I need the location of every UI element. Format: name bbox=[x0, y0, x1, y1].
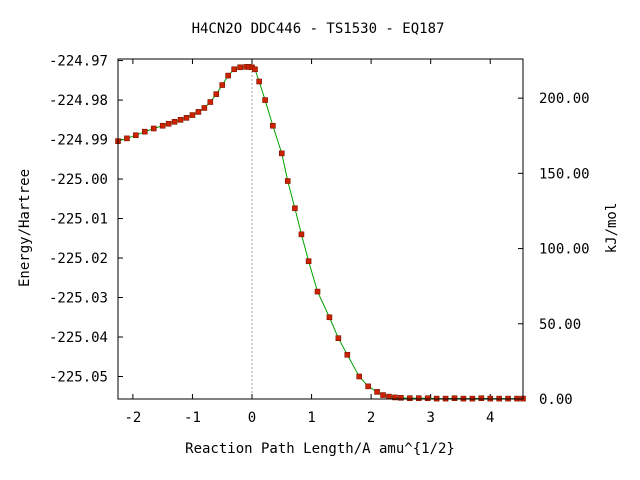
data-point bbox=[335, 335, 342, 341]
x-tick-label: 4 bbox=[486, 410, 494, 426]
y2-axis-label: kJ/mol bbox=[604, 203, 620, 254]
chart-title: H4CN2O DDC446 - TS1530 - EQ187 bbox=[192, 21, 445, 37]
data-point bbox=[270, 122, 276, 129]
x-tick-label: -2 bbox=[124, 410, 141, 426]
y2-tick-label: 0.00 bbox=[539, 392, 573, 408]
data-point bbox=[326, 314, 333, 321]
series-line bbox=[117, 66, 523, 400]
data-point bbox=[213, 91, 220, 97]
data-point bbox=[231, 66, 237, 73]
data-point bbox=[256, 78, 262, 85]
data-point bbox=[365, 383, 371, 390]
data-point bbox=[407, 395, 413, 402]
x-axis-label: Reaction Path Length/A amu^{1/2} bbox=[185, 441, 455, 457]
y-tick-label: -225.03 bbox=[49, 291, 108, 307]
data-point bbox=[225, 72, 231, 79]
y-tick-label: -225.01 bbox=[49, 212, 108, 228]
y-tick-label: -224.98 bbox=[49, 93, 108, 109]
data-point bbox=[177, 117, 184, 123]
data-point bbox=[292, 205, 298, 212]
data-point bbox=[150, 125, 157, 132]
data-point bbox=[159, 122, 166, 129]
y-tick-label: -225.04 bbox=[49, 330, 108, 346]
data-point bbox=[237, 64, 243, 71]
plot-frame bbox=[117, 58, 524, 400]
x-tick-label: 1 bbox=[307, 410, 315, 426]
axis-ticks bbox=[118, 59, 523, 400]
data-point bbox=[415, 395, 422, 402]
data-point bbox=[344, 351, 351, 358]
data-point bbox=[478, 395, 485, 402]
data-point bbox=[284, 178, 291, 184]
data-point bbox=[451, 395, 458, 402]
y-tick-label: -224.99 bbox=[49, 133, 108, 149]
y-tick-label: -224.97 bbox=[49, 54, 108, 70]
data-point bbox=[374, 389, 380, 395]
y-tick-label: -225.00 bbox=[49, 172, 108, 188]
axis-tick-labels: -2 -1 0 1 2 3 4 -224.97 -224.98 -224.99 -225.00 -22… bbox=[49, 54, 590, 426]
x-tick-label: 0 bbox=[248, 410, 256, 426]
y-tick-label: -225.02 bbox=[49, 251, 108, 267]
y2-tick-label: 150.00 bbox=[539, 166, 590, 182]
data-point bbox=[219, 82, 226, 88]
data-point bbox=[424, 395, 431, 402]
data-point bbox=[398, 395, 404, 401]
data-point bbox=[356, 373, 363, 380]
data-point bbox=[380, 392, 386, 398]
y2-tick-label: 100.00 bbox=[539, 242, 590, 258]
data-point bbox=[278, 150, 285, 157]
data-point bbox=[298, 231, 305, 238]
data-point bbox=[386, 393, 392, 400]
data-point bbox=[183, 115, 190, 121]
data-point bbox=[171, 118, 178, 125]
y2-tick-label: 200.00 bbox=[539, 91, 590, 107]
data-point bbox=[314, 288, 321, 295]
x-tick-label: 3 bbox=[426, 410, 434, 426]
data-point bbox=[189, 112, 196, 118]
data-point bbox=[133, 132, 139, 139]
data-point bbox=[207, 99, 214, 105]
x-tick-label: -1 bbox=[184, 410, 201, 426]
data-point bbox=[195, 109, 202, 115]
y2-tick-label: 50.00 bbox=[539, 317, 581, 333]
data-point bbox=[262, 97, 268, 103]
data-point bbox=[392, 394, 398, 401]
data-point bbox=[142, 128, 148, 135]
data-point bbox=[252, 66, 258, 73]
y-tick-label: -225.05 bbox=[49, 369, 108, 385]
data-point bbox=[165, 120, 172, 127]
data-point bbox=[201, 105, 208, 111]
series-points bbox=[115, 64, 526, 402]
y-axis-label: Energy/Hartree bbox=[17, 169, 33, 287]
data-point bbox=[124, 135, 130, 142]
data-point bbox=[305, 258, 312, 264]
x-tick-label: 2 bbox=[367, 410, 375, 426]
